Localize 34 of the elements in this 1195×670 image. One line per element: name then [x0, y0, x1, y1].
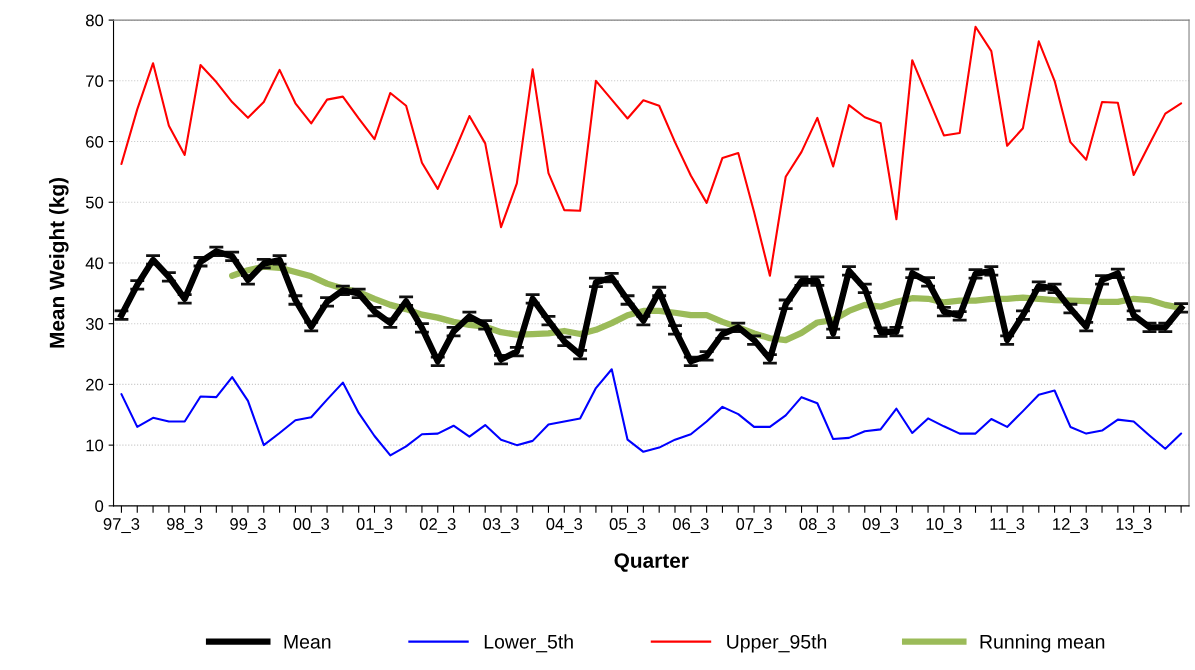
y-tick-label: 60 [86, 135, 104, 148]
x-tick-label: 98_3 [166, 518, 203, 534]
x-tick-label: 03_3 [483, 518, 519, 534]
x-tick-label: 97_3 [103, 518, 140, 534]
y-tick-label: 20 [86, 378, 104, 391]
x-tick-label: 13_3 [1116, 518, 1152, 534]
y-tick-label: 10 [86, 439, 104, 452]
y-tick-label: 80 [85, 14, 104, 27]
x-tick-label: 08_3 [799, 518, 836, 534]
legend-label: Upper_95th [727, 634, 827, 653]
y-tick-label: 0 [95, 500, 104, 513]
legend-label: Mean [284, 635, 331, 649]
line-series [120, 368, 1183, 457]
y-tick-label: 30 [85, 318, 104, 330]
x-tick-label: 05_3 [609, 518, 646, 534]
y-tick-label: 70 [86, 75, 104, 88]
x-tick-label: 99_3 [230, 518, 266, 534]
line-series [120, 25, 1183, 277]
x-tick-label: 10_3 [926, 518, 962, 534]
x-tick-label: 00_3 [293, 518, 330, 534]
y-axis-title: Mean Weight (kg) [49, 177, 69, 348]
x-tick-label: 01_3 [356, 518, 393, 534]
x-tick-label: 09_3 [862, 518, 899, 534]
x-tick-label: 11_3 [990, 518, 1025, 534]
x-tick-label: 02_3 [419, 518, 456, 534]
legend-label: Running mean [980, 634, 1105, 653]
x-tick-label: 06_3 [672, 518, 709, 534]
x-tick-label: 04_3 [546, 518, 583, 534]
legend-label: Lower_5th [484, 634, 573, 653]
y-tick-label: 40 [85, 257, 104, 270]
x-tick-label: 12_3 [1053, 518, 1089, 534]
x-axis-title: Quarter [614, 553, 689, 572]
y-tick-label: 50 [85, 196, 104, 209]
x-tick-label: 07_3 [736, 518, 772, 534]
